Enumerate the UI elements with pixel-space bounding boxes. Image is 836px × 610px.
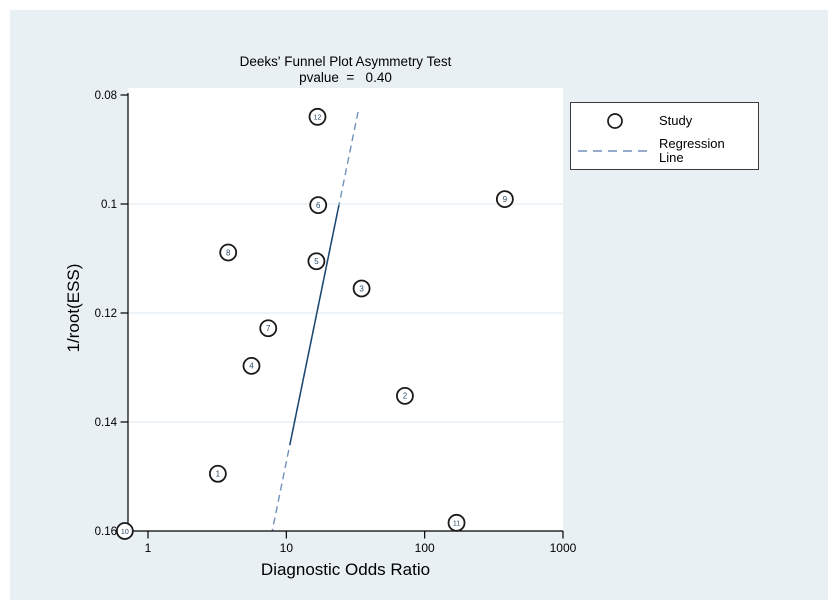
study-point-10: 10 (115, 522, 134, 540)
x-tick-label: 100 (415, 541, 435, 555)
study-point-9: 9 (495, 190, 514, 208)
study-point-12: 12 (308, 107, 327, 126)
chart-subtitle: pvalue = 0.40 (299, 70, 392, 85)
study-number: 11 (453, 521, 460, 528)
study-point-6: 6 (309, 196, 328, 214)
study-point-4: 4 (242, 356, 261, 375)
y-tick-label: 0.16 (95, 526, 117, 538)
study-point-1: 1 (208, 464, 227, 483)
study-number: 9 (503, 195, 508, 204)
study-point-2: 2 (396, 386, 414, 405)
study-number: 4 (249, 362, 254, 371)
gridlines (128, 203, 563, 423)
study-number: 1 (216, 470, 221, 479)
legend-label-regression: Regression Line (659, 136, 725, 165)
x-tick-label: 1 (145, 541, 152, 555)
legend-item-study: Study (571, 106, 758, 136)
title-block: Deeks' Funnel Plot Asymmetry Test pvalue… (128, 54, 563, 86)
study-marker (309, 196, 328, 214)
study-marker (115, 522, 134, 540)
plot-area (128, 88, 563, 531)
x-axis-title: Diagnostic Odds Ratio (260, 560, 431, 579)
regression-line (271, 111, 359, 532)
study-number: 5 (314, 257, 319, 266)
legend: Study Regression Line (570, 102, 759, 170)
study-point-7: 7 (259, 319, 278, 338)
y-tick-label: 0.08 (95, 90, 117, 102)
study-marker (447, 513, 466, 532)
y-axis-title: 1/root(ESS) (64, 263, 83, 353)
y-tick-label: 0.14 (95, 417, 118, 429)
study-marker (307, 252, 326, 271)
x-tick-label: 1000 (550, 541, 577, 555)
y-tick-label: 0.1 (101, 199, 117, 211)
study-marker (208, 464, 227, 483)
study-marker (242, 356, 261, 375)
study-marker (352, 279, 371, 298)
chart-title: Deeks' Funnel Plot Asymmetry Test (239, 54, 452, 69)
study-point-3: 3 (352, 279, 371, 298)
study-marker (495, 190, 514, 208)
axes (120, 93, 564, 539)
study-number: 10 (121, 529, 129, 536)
study-number: 2 (403, 392, 408, 401)
y-tick-label: 0.12 (95, 308, 117, 320)
study-marker (308, 107, 327, 126)
study-marker-icon (571, 111, 659, 131)
study-number: 8 (226, 248, 231, 257)
study-marker (219, 243, 238, 262)
regression-line-icon (571, 146, 659, 156)
x-tick-label: 10 (280, 541, 294, 555)
study-number: 6 (316, 201, 321, 210)
study-marker (259, 319, 278, 338)
study-point-8: 8 (219, 243, 238, 262)
study-number: 7 (266, 324, 271, 333)
tick-labels: 0.08 0.1 0.12 0.14 0.16 1 10 100 1000 (95, 90, 577, 555)
legend-item-regression: Regression Line (571, 136, 758, 166)
regression-line-solid (289, 204, 340, 446)
study-point-5: 5 (307, 252, 326, 271)
study-point-11: 11 (447, 513, 466, 532)
study-number: 3 (359, 284, 364, 293)
study-number: 12 (314, 115, 322, 122)
study-marker (396, 386, 414, 405)
legend-label-study: Study (659, 113, 693, 128)
